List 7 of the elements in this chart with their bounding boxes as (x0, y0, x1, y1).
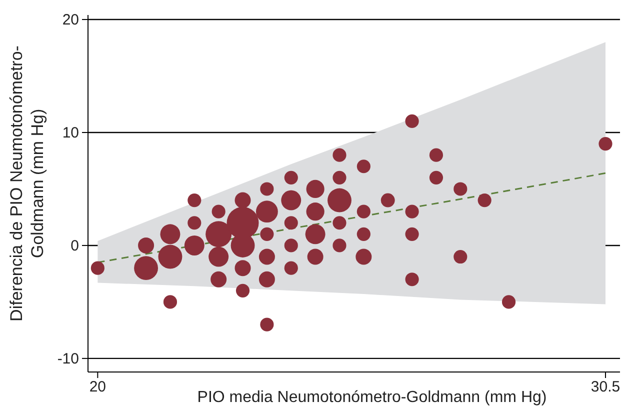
y-tick-label: 10 (62, 124, 79, 142)
y-tick-label: 20 (62, 11, 79, 28)
x-tick-label: 30.5 (590, 378, 620, 396)
x-axis-title: PIO media Neumotonómetro-Goldmann (mm Hg) (197, 389, 547, 406)
y-tick-label: 0 (70, 237, 79, 254)
y-tick-label: -10 (57, 350, 79, 368)
y-axis-title: Diferencia de PIO Neumotonómetro-Goldmann (mm Hg) (7, 46, 47, 322)
